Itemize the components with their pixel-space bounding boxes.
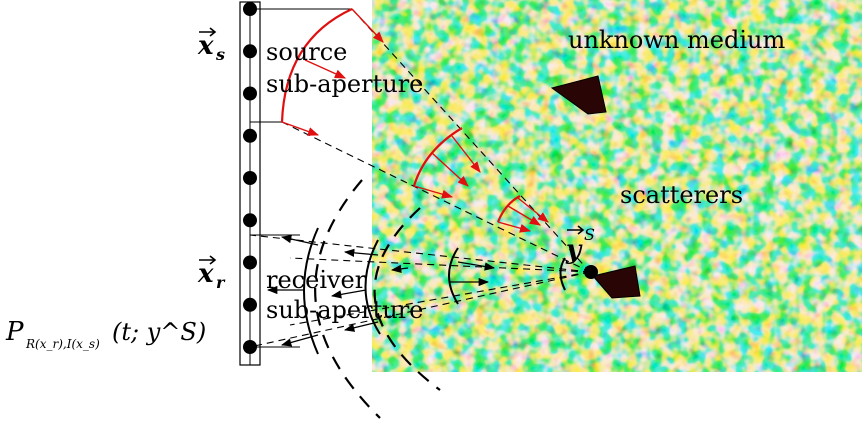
scatterers-label: scatterers: [620, 181, 743, 209]
svg-text:y: y: [565, 235, 583, 265]
svg-text:S: S: [584, 225, 595, 244]
scatterer-point: [584, 265, 598, 279]
receiver-rays: [249, 234, 591, 348]
data-formula: P R(x_r),I(x_s) (t; y^S): [5, 317, 206, 351]
ys-label: y S: [565, 225, 595, 265]
svg-text:R(x_r),I(x_s): R(x_r),I(x_s): [25, 337, 100, 351]
scatterer-upper: [550, 75, 607, 115]
scatterer-lower: [592, 265, 641, 299]
svg-text:r: r: [216, 273, 226, 292]
source-label-line2: sub-aperture: [266, 70, 423, 98]
source-arrows: [281, 8, 549, 233]
array-element: [243, 86, 257, 101]
array-element: [243, 128, 257, 143]
unknown-medium-label: unknown medium: [568, 26, 785, 54]
source-label-line1: source: [266, 38, 347, 66]
array-element: [243, 171, 257, 185]
array-element: [243, 297, 257, 312]
svg-text:x: x: [197, 259, 214, 289]
transducer-array: [239, 1, 261, 366]
svg-text:s: s: [215, 45, 225, 64]
xs-label: x s: [197, 27, 225, 64]
array-element: [243, 213, 257, 228]
receiver-label-line2: sub-aperture: [266, 296, 423, 324]
svg-text:(t; y^S): (t; y^S): [112, 318, 206, 346]
svg-text:P: P: [5, 317, 24, 347]
receiver-arrows: [266, 234, 496, 347]
array-element: [243, 255, 257, 270]
svg-text:x: x: [197, 31, 214, 61]
xr-label: x r: [197, 255, 226, 292]
receiver-label-line1: receiver: [266, 266, 367, 294]
scattered-wavefronts: [314, 179, 441, 419]
medium-field: [372, 0, 862, 372]
source-rays: [250, 8, 591, 273]
array-element: [243, 44, 257, 59]
